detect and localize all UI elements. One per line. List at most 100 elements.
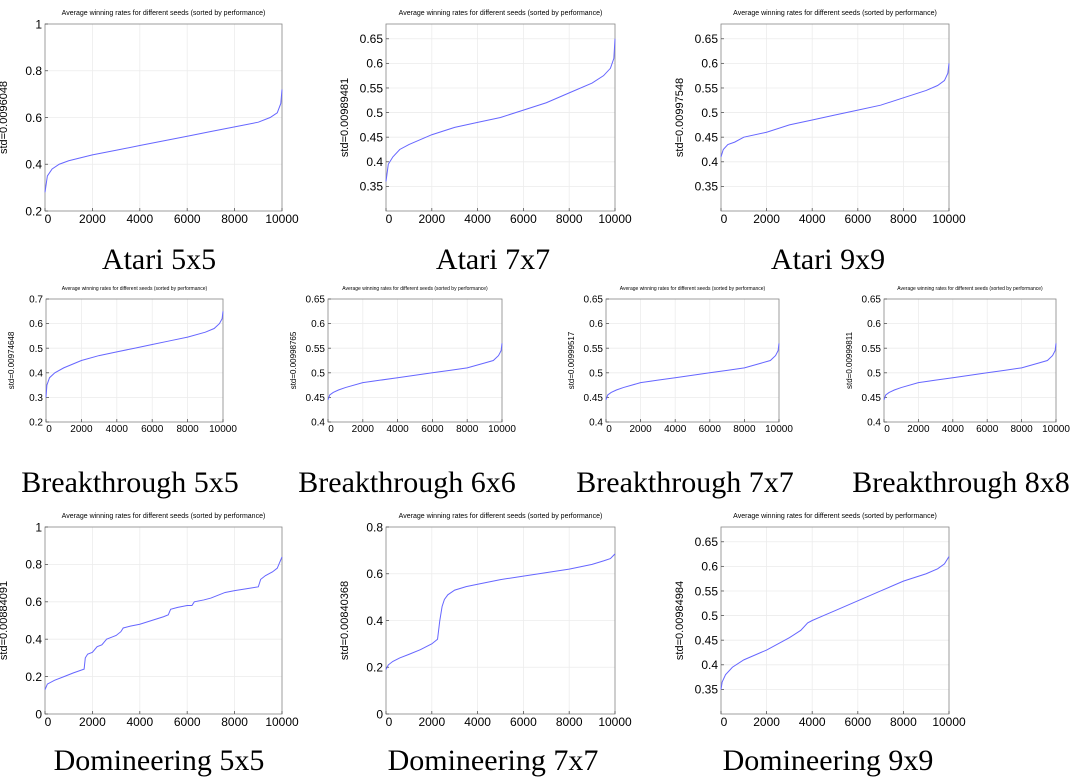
chart-panel: Average winning rates for different seed… [282, 284, 532, 454]
chart-title: Average winning rates for different seed… [62, 513, 266, 520]
x-tick-label: 2000 [629, 424, 652, 435]
chart-panel: Average winning rates for different seed… [330, 0, 632, 240]
chart-title: Average winning rates for different seed… [733, 10, 937, 17]
x-tick-label: 10000 [488, 424, 516, 435]
y-tick-label: 0.4 [366, 614, 383, 628]
chart-2: Average winning rates for different seed… [674, 10, 966, 226]
y-axis-label: std=0.00998765 [289, 331, 298, 389]
series-line [45, 311, 224, 398]
x-tick-label: 6000 [699, 424, 722, 435]
plot-frame [883, 298, 1057, 423]
x-tick-label: 8000 [890, 715, 917, 729]
x-tick-label: 8000 [221, 715, 248, 729]
y-axis-label: std=0.00974648 [7, 331, 16, 389]
chart-6: Average winning rates for different seed… [845, 286, 1070, 435]
y-tick-label: 0.55 [695, 584, 719, 598]
plot-frame [44, 526, 283, 715]
x-tick-label: 0 [45, 212, 52, 226]
y-tick-label: 0.5 [29, 344, 43, 355]
y-tick-label: 0.6 [701, 57, 718, 71]
y-tick-label: 0.6 [311, 319, 325, 330]
x-tick-label: 2000 [70, 424, 93, 435]
series-line [720, 63, 950, 158]
chart-panel: Average winning rates for different seed… [0, 284, 250, 454]
series-line [44, 556, 283, 690]
y-tick-label: 0.5 [366, 106, 383, 120]
y-tick-label: 0.55 [695, 81, 719, 95]
x-tick-label: 4000 [664, 424, 687, 435]
plot-frame [327, 298, 503, 423]
series-line [385, 38, 616, 182]
y-tick-label: 0.5 [311, 368, 325, 379]
y-tick-label: 0.55 [584, 344, 604, 355]
x-tick-label: 8000 [733, 424, 756, 435]
x-tick-label: 10000 [598, 212, 632, 226]
x-tick-label: 8000 [556, 715, 583, 729]
x-tick-label: 2000 [352, 424, 375, 435]
plot-frame [385, 23, 616, 212]
y-tick-label: 0.65 [306, 295, 326, 306]
x-tick-label: 0 [721, 212, 728, 226]
chart-7: Average winning rates for different seed… [0, 513, 299, 729]
y-tick-label: 0.5 [701, 106, 718, 120]
chart-title: Average winning rates for different seed… [733, 513, 937, 520]
x-tick-label: 10000 [265, 212, 299, 226]
y-tick-label: 0.2 [366, 661, 383, 675]
chart-panel: Average winning rates for different seed… [0, 507, 300, 737]
chart-title: Average winning rates for different seed… [62, 286, 208, 292]
x-tick-label: 0 [386, 212, 393, 226]
chart-4: Average winning rates for different seed… [289, 286, 516, 435]
chart-title: Average winning rates for different seed… [62, 10, 266, 17]
y-tick-label: 0.45 [306, 393, 326, 404]
caption-breakthrough-8x8: Breakthrough 8x8 [852, 466, 1070, 499]
y-tick-label: 0.65 [695, 32, 719, 46]
x-tick-label: 4000 [464, 212, 491, 226]
chart-0: Average winning rates for different seed… [0, 10, 299, 226]
y-tick-label: 0.55 [306, 344, 326, 355]
y-tick-label: 1 [35, 520, 42, 534]
caption-atari-9x9: Atari 9x9 [770, 243, 886, 276]
chart-8: Average winning rates for different seed… [339, 513, 632, 729]
x-tick-label: 6000 [976, 424, 999, 435]
x-tick-label: 10000 [209, 424, 237, 435]
y-tick-label: 0.4 [311, 418, 325, 429]
y-tick-label: 0.65 [862, 295, 882, 306]
x-tick-label: 8000 [1010, 424, 1033, 435]
x-tick-label: 10000 [932, 212, 966, 226]
y-tick-label: 0.4 [867, 418, 881, 429]
x-tick-label: 6000 [174, 212, 201, 226]
x-tick-label: 0 [884, 424, 890, 435]
chart-panel: Average winning rates for different seed… [330, 507, 632, 737]
chart-title: Average winning rates for different seed… [399, 513, 603, 520]
x-tick-label: 8000 [456, 424, 479, 435]
x-tick-label: 0 [386, 715, 393, 729]
y-tick-label: 0.65 [360, 32, 384, 46]
x-tick-label: 10000 [765, 424, 793, 435]
y-tick-label: 0.4 [25, 158, 42, 172]
caption-atari-7x7: Atari 7x7 [435, 243, 551, 276]
x-tick-label: 4000 [106, 424, 129, 435]
series-line [605, 343, 780, 401]
chart-title: Average winning rates for different seed… [342, 286, 488, 292]
caption-breakthrough-6x6: Breakthrough 6x6 [298, 466, 516, 499]
y-axis-label: std=0.00999517 [567, 331, 576, 389]
y-tick-label: 0.45 [584, 393, 604, 404]
x-tick-label: 6000 [174, 715, 201, 729]
x-tick-label: 6000 [844, 212, 871, 226]
caption-domineering-5x5: Domineering 5x5 [53, 744, 265, 777]
y-tick-label: 0.5 [701, 609, 718, 623]
y-tick-label: 0 [376, 707, 383, 721]
caption-domineering-7x7: Domineering 7x7 [387, 744, 599, 777]
x-tick-label: 8000 [176, 424, 199, 435]
x-tick-label: 6000 [510, 715, 537, 729]
y-tick-label: 0.55 [360, 81, 384, 95]
caption-atari-5x5: Atari 5x5 [101, 243, 217, 276]
y-tick-label: 0.5 [867, 368, 881, 379]
caption-domineering-9x9: Domineering 9x9 [722, 744, 934, 777]
y-tick-label: 0.6 [29, 319, 43, 330]
plot-frame [45, 298, 224, 423]
caption-breakthrough-5x5: Breakthrough 5x5 [21, 466, 239, 499]
x-tick-label: 0 [721, 715, 728, 729]
y-tick-label: 0.6 [366, 567, 383, 581]
plot-frame [720, 526, 950, 715]
